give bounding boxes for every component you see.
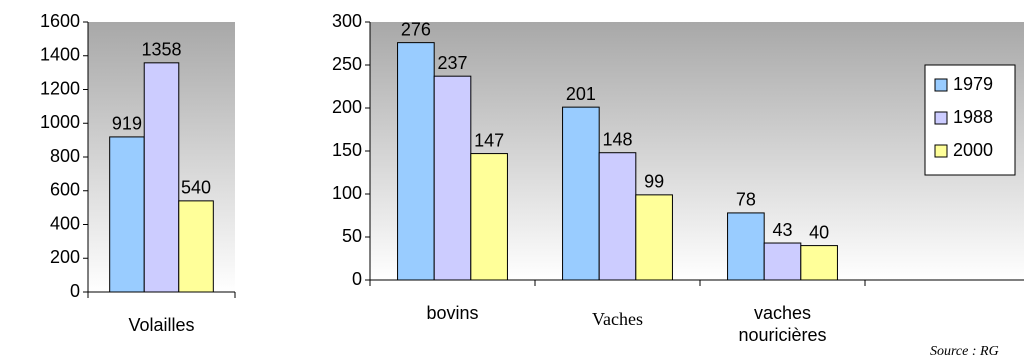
- x-tick-label: vaches nouricières: [738, 303, 827, 345]
- y-tick-label: 100: [332, 183, 362, 203]
- legend-swatch: [934, 78, 948, 92]
- y-tick-label: 1000: [40, 112, 80, 132]
- bar: [562, 106, 600, 281]
- y-tick-label: 0: [352, 269, 362, 289]
- x-tick-label: Volailles: [128, 315, 195, 335]
- y-tick-label: 200: [332, 97, 362, 117]
- value-label: 276: [401, 19, 431, 39]
- bar: [800, 245, 838, 281]
- value-label: 540: [181, 178, 211, 198]
- y-tick-label: 200: [50, 247, 80, 267]
- y-tick-label: 1600: [40, 11, 80, 31]
- bar: [635, 194, 673, 281]
- y-tick-label: 600: [50, 180, 80, 200]
- value-label: 147: [474, 130, 504, 150]
- bar: [109, 136, 145, 293]
- x-tick-label: bovins: [426, 303, 479, 323]
- source-note: Source : RG: [930, 344, 999, 359]
- bar: [433, 75, 472, 281]
- y-tick-label: 1400: [40, 45, 80, 65]
- value-label: 99: [644, 172, 664, 192]
- value-label: 919: [112, 114, 142, 134]
- y-tick-label: 400: [50, 213, 80, 233]
- y-tick-label: 800: [50, 146, 80, 166]
- bar: [727, 212, 765, 281]
- value-label: 78: [736, 190, 756, 210]
- legend-label: 1988: [953, 107, 993, 127]
- legend-swatch: [934, 111, 948, 125]
- value-label: 148: [602, 129, 632, 149]
- bar: [178, 200, 214, 293]
- y-tick-label: 150: [332, 140, 362, 160]
- value-label: 43: [772, 220, 792, 240]
- value-label: 237: [437, 53, 467, 73]
- bar: [470, 153, 508, 281]
- y-tick-label: 1200: [40, 78, 80, 98]
- bar: [143, 62, 180, 293]
- legend-label: 2000: [953, 140, 993, 160]
- y-tick-label: 50: [342, 226, 362, 246]
- value-label: 1358: [141, 40, 181, 60]
- y-tick-label: 0: [70, 281, 80, 301]
- value-label: 201: [566, 84, 596, 104]
- y-tick-label: 300: [332, 11, 362, 31]
- bar: [397, 42, 435, 281]
- y-tick-label: 250: [332, 54, 362, 74]
- bar: [763, 242, 802, 281]
- bar: [598, 152, 637, 281]
- legend-label: 1979: [953, 74, 993, 94]
- legend-swatch: [934, 144, 948, 158]
- value-label: 40: [809, 222, 829, 242]
- x-tick-label: Vaches: [592, 309, 643, 329]
